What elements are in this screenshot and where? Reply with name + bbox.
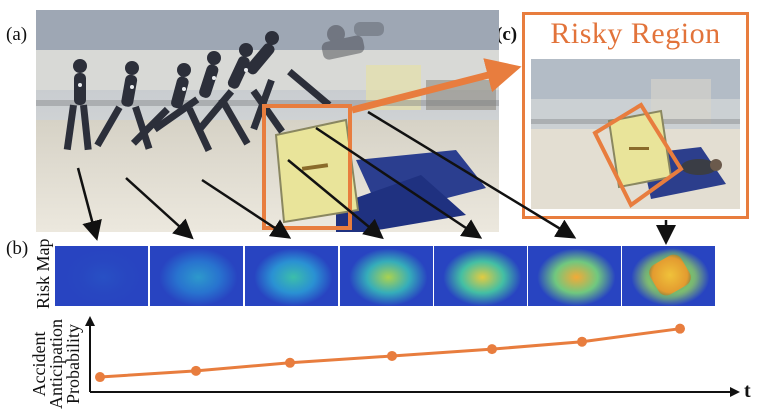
probability-point — [577, 336, 587, 347]
risk-map-tile — [150, 246, 243, 306]
arrow-frame-3 — [201, 178, 292, 239]
sequence-photo — [36, 10, 499, 232]
arrow-frame-4 — [287, 159, 384, 240]
panel-label-a: (a) — [6, 24, 28, 45]
risk-map-tile — [622, 246, 715, 306]
probability-point — [191, 365, 201, 376]
risk-map-tile — [528, 246, 621, 306]
probability-point — [675, 323, 685, 334]
panel-label-c: (c) — [496, 24, 518, 45]
probability-point — [487, 344, 497, 355]
risk-map-tile — [434, 246, 527, 306]
arrow-frame-1 — [76, 167, 102, 241]
probability-point — [95, 372, 105, 383]
risky-region-panel: Risky Region — [522, 12, 749, 219]
risky-region-photo — [531, 59, 740, 209]
risk-map-tile — [340, 246, 433, 306]
panel-label-b: (b) — [6, 238, 29, 259]
arrow-frame-6 — [367, 110, 577, 239]
probability-point — [285, 357, 295, 368]
time-axis-label: t — [744, 380, 751, 402]
risky-region-title: Risky Region — [550, 17, 721, 50]
probability-point — [387, 350, 397, 361]
arrow-frame-2 — [125, 177, 194, 240]
zoom-arrow — [351, 58, 522, 114]
risk-map-tile — [245, 246, 338, 306]
risk-map-tile — [55, 246, 148, 306]
arrow-frame-5 — [315, 126, 483, 239]
